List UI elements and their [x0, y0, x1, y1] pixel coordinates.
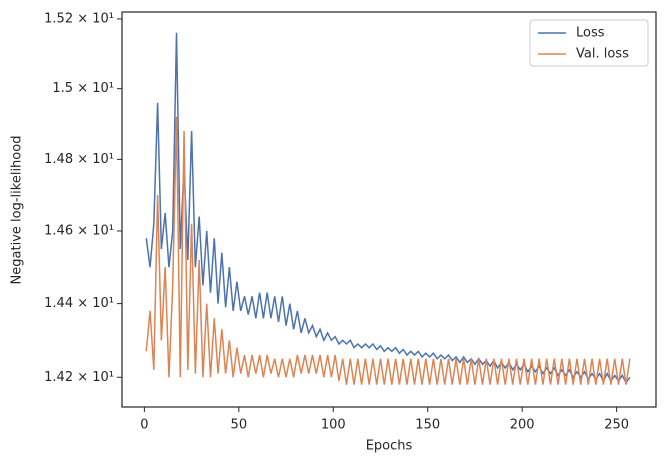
x-tick-label: 0	[140, 418, 148, 433]
legend-label: Loss	[576, 26, 605, 41]
y-tick-label: 1.46 × 10¹	[44, 223, 114, 238]
x-axis-label: Epochs	[366, 439, 413, 454]
x-tick-label: 200	[510, 418, 535, 433]
x-tick-label: 250	[604, 418, 629, 433]
x-tick-label: 150	[415, 418, 440, 433]
x-tick-label: 100	[321, 418, 346, 433]
legend-label: Val. loss	[576, 47, 629, 62]
y-tick-label: 1.52 × 10¹	[44, 11, 114, 26]
line-series	[145, 116, 631, 385]
y-tick-label: 1.44 × 10¹	[44, 296, 114, 311]
y-tick-label: 1.5 × 10¹	[52, 81, 114, 96]
x-tick-label: 50	[231, 418, 248, 433]
plot-frame	[121, 11, 657, 408]
y-tick-label: 1.48 × 10¹	[44, 152, 114, 167]
y-tick-label: 1.42 × 10¹	[44, 370, 114, 385]
line-series	[145, 32, 631, 385]
y-axis-label: Negative log-likelihood	[10, 136, 25, 285]
